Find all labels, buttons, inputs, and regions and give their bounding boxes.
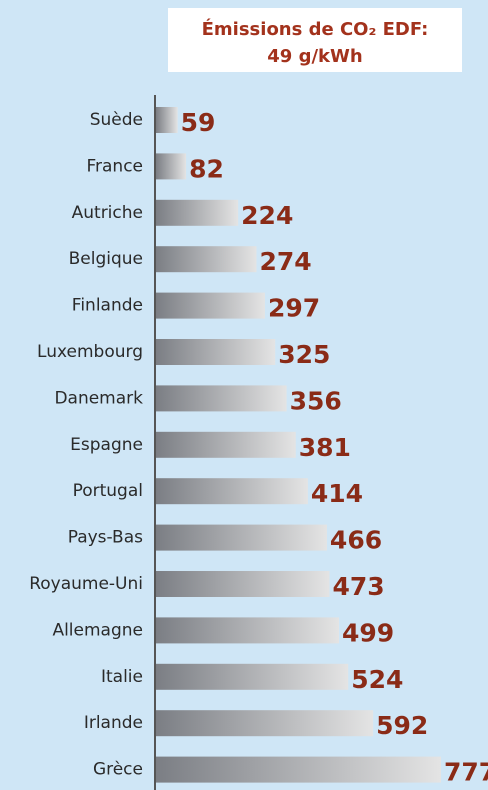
category-label: Portugal — [73, 481, 143, 501]
value-label: 325 — [278, 340, 330, 369]
value-label: 381 — [299, 433, 351, 462]
value-label: 466 — [330, 526, 382, 555]
value-label: 59 — [181, 108, 216, 137]
category-label: Italie — [101, 667, 143, 687]
bar — [156, 524, 327, 551]
category-label: Finlande — [72, 296, 143, 316]
category-label: Pays-Bas — [68, 528, 143, 548]
chart-title: Émissions de CO₂ EDF: — [202, 18, 429, 40]
bar — [156, 199, 239, 226]
chart-subtitle: 49 g/kWh — [267, 46, 362, 67]
value-label: 473 — [332, 572, 384, 601]
value-label: 524 — [351, 665, 403, 694]
value-label: 414 — [311, 479, 363, 508]
bar — [156, 246, 257, 273]
value-label: 592 — [376, 711, 428, 740]
bar — [156, 710, 374, 737]
bar — [156, 617, 340, 644]
value-label: 499 — [342, 618, 394, 647]
category-label: Grèce — [93, 760, 143, 780]
bar — [156, 385, 287, 412]
bar — [156, 292, 265, 319]
category-label: Danemark — [54, 388, 143, 408]
title-box — [168, 8, 462, 72]
bar — [156, 107, 178, 133]
bar — [156, 478, 308, 505]
value-label: 356 — [290, 386, 342, 415]
bar — [156, 339, 276, 365]
category-label: France — [86, 156, 143, 176]
value-label: 297 — [268, 294, 320, 323]
value-label: 777 — [444, 758, 488, 787]
category-label: Allemagne — [52, 620, 143, 640]
category-label: Royaume-Uni — [29, 574, 143, 594]
bar — [156, 431, 296, 458]
category-label: Autriche — [72, 203, 143, 223]
category-label: Suède — [90, 110, 143, 130]
bar — [156, 756, 441, 783]
value-label: 82 — [189, 154, 224, 183]
category-label: Irlande — [84, 713, 143, 733]
value-label: 224 — [241, 201, 293, 230]
bar — [156, 571, 330, 597]
category-label: Luxembourg — [37, 342, 143, 362]
category-label: Belgique — [69, 249, 143, 269]
bar — [156, 153, 187, 180]
bar — [156, 663, 349, 690]
value-label: 274 — [260, 247, 312, 276]
category-label: Espagne — [70, 435, 143, 455]
